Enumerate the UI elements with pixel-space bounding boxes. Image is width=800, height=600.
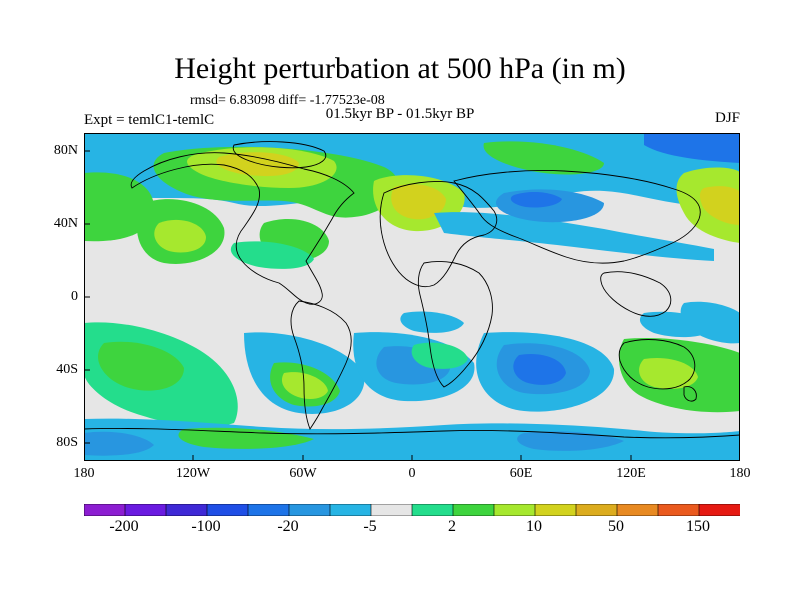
colorbar-label: -200 — [109, 518, 139, 535]
contour-region — [680, 301, 740, 344]
contour-region — [84, 172, 154, 242]
lat-tick-label: 40S — [56, 362, 78, 377]
colorbar-label: 10 — [526, 518, 542, 535]
lon-tick-label: 60W — [289, 466, 317, 481]
colorbar-swatch — [616, 503, 659, 517]
lat-tick-label: 40N — [53, 216, 78, 231]
contour-region — [400, 311, 464, 333]
stats-text: rmsd= 6.83098 diff= -1.77523e-08 — [190, 93, 385, 108]
contour-region — [513, 353, 566, 385]
lon-tick-label: 180 — [73, 466, 95, 481]
colorbar-swatch — [575, 503, 618, 517]
colorbar-label: -100 — [191, 518, 221, 535]
colorbar-swatch — [165, 503, 208, 517]
experiment-label: Expt = temlC1-temlC — [84, 112, 215, 128]
colorbar-swatch — [452, 503, 495, 517]
colorbar-label: 2 — [448, 518, 456, 535]
contour-region — [483, 141, 604, 175]
map-panel — [84, 133, 740, 461]
colorbar — [83, 503, 741, 517]
contour-region — [281, 372, 328, 399]
contour-region — [154, 219, 206, 253]
colorbar-label: 50 — [608, 518, 624, 535]
contour-region — [230, 241, 314, 269]
colorbar-swatch — [411, 503, 454, 517]
contour-region — [510, 192, 562, 208]
contour-region — [644, 133, 740, 163]
colorbar-swatch — [698, 503, 741, 517]
lon-tick-label: 0 — [408, 466, 416, 481]
lon-tick-label: 60E — [509, 466, 533, 481]
contour-region — [84, 431, 154, 456]
colorbar-label: -20 — [277, 518, 299, 535]
season-label: DJF — [714, 110, 740, 126]
lat-tick-label: 0 — [71, 289, 78, 304]
colorbar-label: 150 — [686, 518, 710, 535]
colorbar-swatch — [370, 503, 413, 517]
colorbar-label: -5 — [363, 518, 377, 535]
colorbar-swatch — [288, 503, 331, 517]
contour-region — [411, 342, 468, 369]
colorbar-swatch — [534, 503, 577, 517]
colorbar-swatch — [83, 503, 126, 517]
contour-region — [639, 357, 698, 389]
lon-tick-label: 120W — [175, 466, 211, 481]
contour-region — [434, 212, 714, 261]
lat-tick-label: 80S — [56, 435, 78, 450]
lon-tick-label: 180 — [729, 466, 751, 481]
colorbar-swatch — [206, 503, 249, 517]
contour-region — [517, 431, 624, 451]
colorbar-swatch — [657, 503, 700, 517]
contour-region — [216, 152, 299, 177]
coastlines — [84, 141, 740, 439]
colorbar-swatch — [124, 503, 167, 517]
lon-tick-label: 120E — [616, 466, 646, 481]
colorbar-swatch — [493, 503, 536, 517]
contour-region — [98, 341, 184, 391]
plot-title: Height perturbation at 500 hPa (in m) — [174, 52, 626, 85]
contour-region — [699, 186, 740, 225]
colorbar-swatch — [329, 503, 372, 517]
tick-marks — [84, 150, 632, 461]
period-text: 01.5kyr BP - 01.5kyr BP — [325, 106, 475, 122]
lat-tick-label: 80N — [53, 143, 78, 158]
colorbar-swatch — [247, 503, 290, 517]
contour-region — [391, 184, 446, 220]
